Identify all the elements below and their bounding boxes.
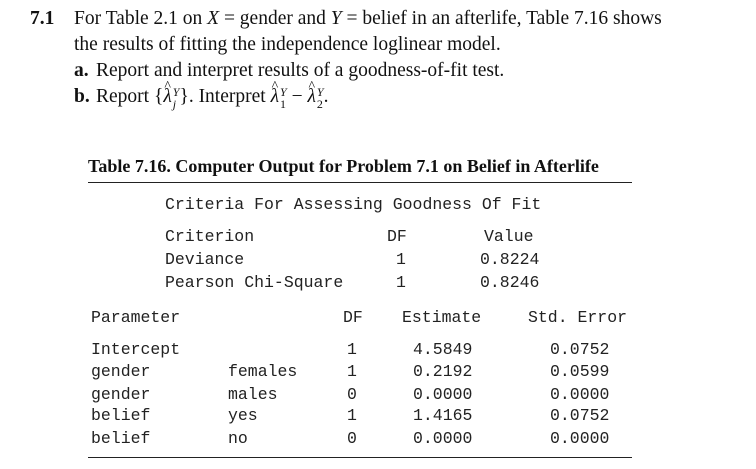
part-a-label: a. — [74, 60, 89, 81]
gof-row-df: 1 — [396, 273, 406, 292]
param-row-level: females — [228, 362, 298, 381]
param-header-stderr: Std. Error — [528, 308, 628, 327]
gof-row-value: 0.8246 — [480, 273, 540, 292]
param-row-name: belief — [91, 406, 151, 425]
var-x: X — [207, 8, 220, 29]
param-row-estimate: 0.0000 — [413, 385, 473, 404]
param-row-df: 1 — [347, 362, 357, 381]
table-7-16: Table 7.16. Computer Output for Problem … — [88, 154, 632, 183]
param-row-stderr: 0.0000 — [550, 385, 610, 404]
problem-number: 7.1 — [30, 8, 55, 29]
gof-row-criterion: Deviance — [165, 250, 245, 269]
intro-line-1: For Table 2.1 on X = gender and Y = beli… — [74, 8, 662, 29]
lambda-hat: λ — [163, 74, 171, 110]
param-row-stderr: 0.0000 — [550, 429, 610, 448]
part-a: a. Report and interpret results of a goo… — [74, 58, 740, 84]
lambda-hat-2: λ — [307, 74, 315, 110]
param-row-name: Intercept — [91, 340, 181, 359]
param-row-df: 1 — [347, 340, 357, 359]
gof-row-criterion: Pearson Chi-Square — [165, 273, 344, 292]
param-row-estimate: 4.5849 — [413, 340, 473, 359]
param-row-level: no — [228, 429, 248, 448]
param-row-level: yes — [228, 406, 258, 425]
param-header-df: DF — [343, 308, 363, 327]
lambda-hat-1: λ — [271, 74, 279, 110]
table-bottom-rule — [88, 457, 632, 458]
param-header-parameter: Parameter — [91, 308, 181, 327]
gof-header-value: Value — [484, 227, 534, 246]
gof-row-df: 1 — [396, 250, 406, 269]
param-row-df: 0 — [347, 385, 357, 404]
table-caption: Table 7.16. Computer Output for Problem … — [88, 154, 632, 183]
gof-header-criterion: Criterion — [165, 227, 255, 246]
param-row-name: gender — [91, 385, 151, 404]
var-y: Y — [330, 8, 342, 29]
param-header-estimate: Estimate — [402, 308, 482, 327]
problem-statement: 7.1 For Table 2.1 on X = gender and Y = … — [30, 6, 740, 110]
param-row-level: males — [228, 385, 278, 404]
part-b-text: Report {λYj}. Interpret λY1 − λY2. — [96, 74, 328, 110]
param-row-stderr: 0.0599 — [550, 362, 610, 381]
param-row-name: belief — [91, 429, 151, 448]
part-b-label: b. — [74, 86, 90, 107]
param-row-df: 1 — [347, 406, 357, 425]
part-b: b. Report {λYj}. Interpret λY1 − λY2. — [74, 74, 740, 110]
param-row-name: gender — [91, 362, 151, 381]
param-row-estimate: 0.0000 — [413, 429, 473, 448]
param-row-estimate: 0.2192 — [413, 362, 473, 381]
gof-title: Criteria For Assessing Goodness Of Fit — [165, 195, 542, 214]
gof-row-value: 0.8224 — [480, 250, 540, 269]
param-row-stderr: 0.0752 — [550, 406, 610, 425]
intro-line-2: the results of fitting the independence … — [74, 34, 501, 55]
part-a-text: Report and interpret results of a goodne… — [96, 60, 505, 81]
param-row-stderr: 0.0752 — [550, 340, 610, 359]
param-row-estimate: 1.4165 — [413, 406, 473, 425]
gof-header-df: DF — [387, 227, 407, 246]
param-row-df: 0 — [347, 429, 357, 448]
